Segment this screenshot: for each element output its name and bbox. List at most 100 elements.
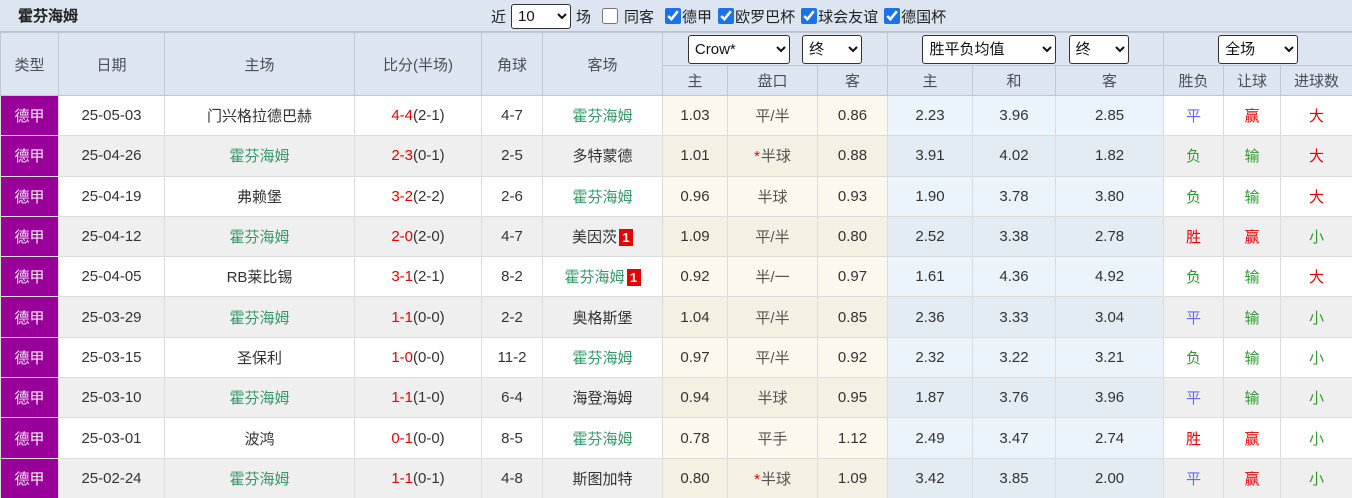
odds-home-cell: 0.94 <box>662 377 728 419</box>
home-team-cell: 霍芬海姆 <box>164 296 355 338</box>
home-team-cell: 霍芬海姆 <box>164 135 355 177</box>
away-team-cell: 多特蒙德 <box>542 135 663 177</box>
away-team-cell: 奥格斯堡 <box>542 296 663 338</box>
col-header-result: 胜负 <box>1163 65 1225 96</box>
fulltime-score: 3-1 <box>391 268 413 286</box>
team-name: 海登海姆 <box>572 390 633 408</box>
avg-away-cell: 4.92 <box>1055 256 1165 298</box>
match-rows: 德甲 25-05-03 门兴格拉德巴赫 4-4(2-1) 4-7 霍芬海姆 1.03 平/半 0… <box>0 94 1352 498</box>
avg-home-cell: 1.61 <box>887 256 974 298</box>
avg-draw-cell: 3.85 <box>972 457 1057 498</box>
league-label-bundesliga: 德甲 <box>682 8 713 26</box>
date-cell: 25-04-05 <box>58 256 165 298</box>
date-cell: 25-04-12 <box>58 215 165 258</box>
avg-home-cell: 3.42 <box>887 457 974 498</box>
league-cell: 德甲 <box>0 336 59 379</box>
col-header-away: 客场 <box>542 32 663 96</box>
home-team-cell: RB莱比锡 <box>164 256 355 298</box>
odds-away-cell: 0.93 <box>816 175 889 217</box>
scope-select[interactable]: 全场 <box>1218 34 1299 64</box>
league-checkbox-friendly[interactable] <box>801 8 818 24</box>
bookmaker-select[interactable]: Crow* <box>687 34 790 64</box>
odds-away-cell: 0.80 <box>816 215 889 258</box>
avg-time-select[interactable]: 终 <box>1068 34 1129 64</box>
avg-home-cell: 2.36 <box>887 296 974 338</box>
league-checkbox-europa[interactable] <box>718 8 735 24</box>
result-cell: 负 <box>1163 175 1225 217</box>
league-cell: 德甲 <box>0 296 59 338</box>
home-team-cell: 波鸿 <box>164 417 355 459</box>
handicap-result-cell: 输 <box>1223 256 1282 298</box>
handicap-cell: 半球 <box>727 377 818 419</box>
recent-label: 近 <box>491 8 507 26</box>
result-cell: 负 <box>1163 336 1225 379</box>
handicap-result-cell: 输 <box>1223 336 1282 379</box>
team-name: RB莱比锡 <box>226 269 293 287</box>
odds-time-select[interactable]: 终 <box>802 34 863 64</box>
red-card-badge: 1 <box>619 229 633 247</box>
avg-group-header: 胜平负均值 终 <box>887 32 1165 66</box>
red-card-badge: 1 <box>626 269 641 287</box>
handicap-cell: 平/半 <box>727 94 818 137</box>
handicap-result-cell: 赢 <box>1223 457 1282 498</box>
fulltime-score: 1-1 <box>391 308 413 326</box>
halftime-score: (0-0) <box>413 348 445 366</box>
odds-home-cell: 0.96 <box>662 175 728 217</box>
recent-count-select[interactable]: 10 <box>511 3 572 29</box>
avg-away-cell: 2.00 <box>1055 457 1165 498</box>
goals-cell: 小 <box>1280 296 1352 338</box>
handicap-star: * <box>754 470 760 488</box>
avg-draw-cell: 3.96 <box>972 94 1057 137</box>
league-cell: 德甲 <box>0 175 59 217</box>
table-row: 德甲 25-04-26 霍芬海姆 2-3(0-1) 2-5 多特蒙德 1.01 *半球 0.88… <box>0 135 1352 177</box>
score-cell: 1-1(1-0) <box>354 377 482 419</box>
result-cell: 平 <box>1163 296 1225 338</box>
fulltime-score: 1-0 <box>391 348 413 366</box>
odds-home-cell: 0.78 <box>662 417 728 459</box>
league-checkbox-bundesliga[interactable] <box>665 8 682 24</box>
avg-away-cell: 3.21 <box>1055 336 1165 379</box>
col-header-type: 类型 <box>0 32 59 96</box>
corner-cell: 8-2 <box>481 256 543 298</box>
score-cell: 3-2(2-2) <box>354 175 482 217</box>
odds-home-cell: 0.97 <box>662 336 728 379</box>
score-cell: 0-1(0-0) <box>354 417 482 459</box>
col-header-odds-away: 客 <box>816 65 889 96</box>
table-row: 德甲 25-03-01 波鸿 0-1(0-0) 8-5 霍芬海姆 0.78 平手 1.12 2.4… <box>0 417 1352 459</box>
goals-cell: 大 <box>1280 135 1352 177</box>
goals-cell: 小 <box>1280 336 1352 379</box>
league-checkbox-pokal[interactable] <box>884 8 901 24</box>
avg-home-cell: 1.87 <box>887 377 974 419</box>
away-team-cell: 斯图加特 <box>542 457 663 498</box>
avg-home-cell: 2.32 <box>887 336 974 379</box>
avg-away-cell: 2.85 <box>1055 94 1165 137</box>
score-cell: 4-4(2-1) <box>354 94 482 137</box>
date-cell: 25-03-01 <box>58 417 165 459</box>
handicap-cell: 半球 <box>727 175 818 217</box>
league-cell: 德甲 <box>0 215 59 258</box>
corner-cell: 2-6 <box>481 175 543 217</box>
team-name: 霍芬海姆 <box>229 148 290 166</box>
col-header-score: 比分(半场) <box>354 32 482 96</box>
same-away-checkbox[interactable] <box>602 8 619 24</box>
fulltime-score: 4-4 <box>391 107 413 125</box>
handicap-cell: 平/半 <box>727 296 818 338</box>
date-cell: 25-04-19 <box>58 175 165 217</box>
team-name: 霍芬海姆 <box>572 108 633 126</box>
goals-cell: 小 <box>1280 457 1352 498</box>
score-cell: 1-1(0-0) <box>354 296 482 338</box>
odds-home-cell: 1.01 <box>662 135 728 177</box>
odds-away-cell: 0.85 <box>816 296 889 338</box>
league-label-europa: 欧罗巴杯 <box>735 8 796 26</box>
team-name: 霍芬海姆 <box>229 390 290 408</box>
corner-cell: 2-5 <box>481 135 543 177</box>
team-name: 门兴格拉德巴赫 <box>206 108 312 126</box>
avg-type-select[interactable]: 胜平负均值 <box>922 34 1057 64</box>
avg-away-cell: 2.78 <box>1055 215 1165 258</box>
result-cell: 负 <box>1163 135 1225 177</box>
table-row: 德甲 25-03-15 圣保利 1-0(0-0) 11-2 霍芬海姆 0.97 平/半 0.92… <box>0 336 1352 379</box>
away-team-cell: 霍芬海姆 <box>542 175 663 217</box>
match-history-table: 类型 日期 主场 比分(半场) 角球 客场 Crow* 终 胜平负均值 <box>0 32 1352 498</box>
away-team-cell: 美因茨 1 <box>542 215 663 258</box>
home-team-cell: 弗赖堡 <box>164 175 355 217</box>
